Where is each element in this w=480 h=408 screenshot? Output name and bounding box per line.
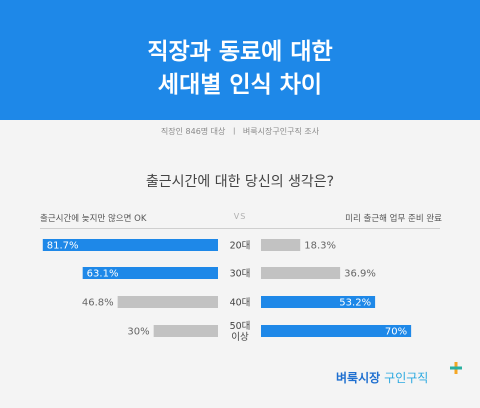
right-bar xyxy=(261,325,412,337)
page-title: 직장과 동료에 대한 세대별 인식 차이 xyxy=(147,39,333,98)
category-label: 50대 이상 xyxy=(230,321,251,343)
category-label: 40대 xyxy=(230,298,251,309)
right-bar xyxy=(261,267,341,279)
right-bar-label: 36.9% xyxy=(344,269,376,280)
left-bar-label: 63.1% xyxy=(87,269,119,280)
right-bar-label: 18.3% xyxy=(304,241,336,252)
category-label: 30대 xyxy=(230,269,251,280)
category-label: 20대 xyxy=(230,241,251,252)
right-bar xyxy=(261,239,301,251)
left-bar xyxy=(42,239,219,251)
header-banner xyxy=(0,0,480,120)
left-option-label: 출근시간에 늦지만 않으면 OK xyxy=(40,214,147,224)
left-bar-label: 46.8% xyxy=(82,298,114,309)
survey-info: 직장인 846명 대상 ㅣ 벼룩시장구인구직 조사 xyxy=(160,127,320,136)
left-bar-label: 81.7% xyxy=(47,241,79,252)
left-bar xyxy=(82,267,218,279)
right-bar xyxy=(261,296,376,308)
plus-icon xyxy=(450,362,462,374)
right-bar-label: 70% xyxy=(385,327,407,338)
vs-label: VS xyxy=(233,212,247,221)
brand-logo: 벼룩시장 구인구직 xyxy=(336,369,428,386)
question-title: 출근시간에 대한 당신의 생각은? xyxy=(145,174,335,190)
left-bar xyxy=(117,296,218,308)
divider-line xyxy=(40,228,440,229)
right-option-label: 미리 출근해 업무 준비 완료 xyxy=(345,214,442,224)
brand-sub: 구인구직 xyxy=(384,371,429,385)
right-bar-label: 53.2% xyxy=(339,298,371,309)
left-bar xyxy=(153,325,218,337)
left-bar-label: 30% xyxy=(127,327,149,338)
brand-name: 벼룩시장 xyxy=(336,371,381,385)
